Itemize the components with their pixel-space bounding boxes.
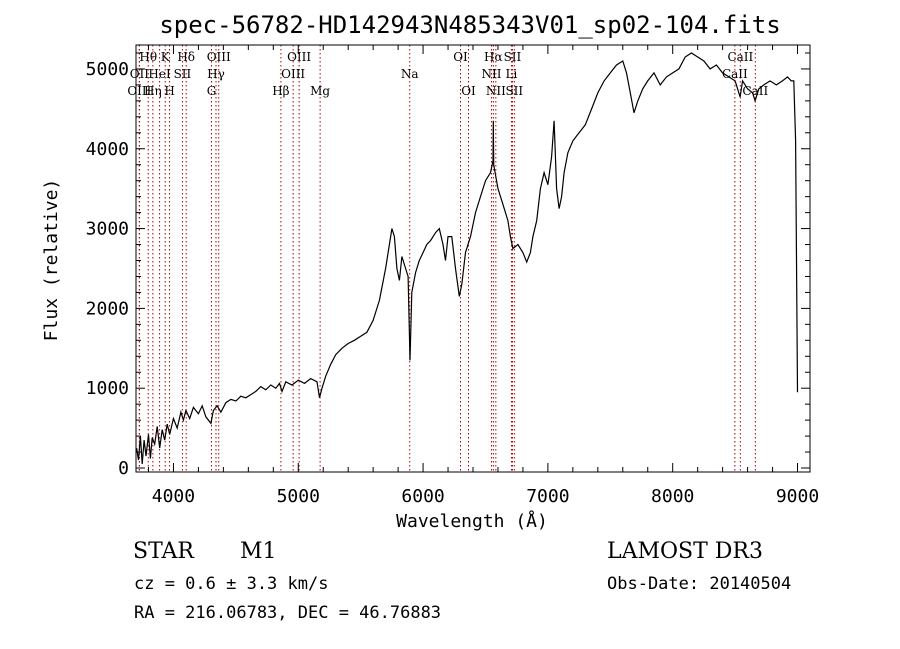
x-tick-label: 7000 (526, 486, 569, 507)
line-label-9: OIII (207, 50, 231, 64)
line-label-23: NII (486, 84, 506, 98)
survey-name: LAMOST DR3 (607, 539, 763, 564)
line-label-16: Na (401, 67, 419, 81)
line-label-3: K (161, 50, 171, 64)
line-label-24: SII (505, 84, 523, 98)
line-label-8: H (164, 84, 174, 98)
y-tick-label: 5000 (86, 59, 129, 80)
line-label-2: OIII (127, 84, 151, 98)
line-label-6: SII (174, 67, 192, 81)
y-tick-label: 0 (118, 458, 129, 479)
line-label-17: OI (453, 50, 468, 64)
line-label-14: Hβ (272, 84, 289, 98)
line-label-27: CaII (742, 84, 768, 98)
line-label-15: Mg (310, 84, 330, 98)
line-label-22: Li (506, 67, 518, 81)
observation-date: Obs-Date: 20140504 (607, 574, 792, 594)
plot-frame (135, 44, 811, 473)
line-label-13: OIII (281, 67, 305, 81)
x-axis-label: Wavelength (Å) (396, 510, 548, 532)
line-label-12: OIII (287, 50, 311, 64)
x-tick-label: 5000 (277, 486, 320, 507)
line-label-25: CaII (727, 50, 753, 64)
x-tick-label: 4000 (152, 486, 195, 507)
y-axis-ticks: 0 1000 2000 3000 4000 5000 (86, 52, 810, 479)
object-class: STAR (133, 539, 194, 564)
line-label-1: OII (130, 67, 150, 81)
line-label-19: Hα (484, 50, 503, 64)
y-axis-label: Flux (relative) (41, 179, 62, 342)
line-label-26: CaII (722, 67, 748, 81)
x-axis-ticks: 4000 5000 6000 7000 8000 9000 (147, 45, 819, 507)
spectrum-line (136, 52, 799, 465)
line-label-7: Hη (144, 84, 162, 98)
line-label-10: Hγ (207, 67, 225, 81)
y-tick-label: 3000 (86, 219, 129, 240)
line-label-20: SII (504, 50, 522, 64)
object-subclass: M1 (240, 539, 277, 564)
line-label-0: Hθ (139, 50, 157, 64)
spectral-line-markers (138, 45, 756, 472)
line-label-21: NII (481, 67, 501, 81)
line-label-18: OI (461, 84, 476, 98)
y-tick-label: 4000 (86, 139, 129, 160)
y-tick-label: 2000 (86, 298, 129, 319)
x-tick-label: 6000 (401, 486, 444, 507)
x-tick-label: 9000 (776, 486, 819, 507)
line-label-4: Hδ (177, 50, 195, 64)
x-tick-label: 8000 (651, 486, 694, 507)
chart-title: spec-56782-HD142943N485343V01_sp02-104.f… (159, 11, 780, 39)
redshift-velocity: cz = 0.6 ± 3.3 km/s (134, 574, 329, 594)
line-label-5: HeI (148, 67, 171, 81)
spectrum-chart: spec-56782-HD142943N485343V01_sp02-104.f… (41, 11, 819, 532)
y-tick-label: 1000 (86, 378, 129, 399)
line-label-11: G (207, 84, 217, 98)
coordinates: RA = 216.06783, DEC = 46.76883 (134, 603, 442, 623)
